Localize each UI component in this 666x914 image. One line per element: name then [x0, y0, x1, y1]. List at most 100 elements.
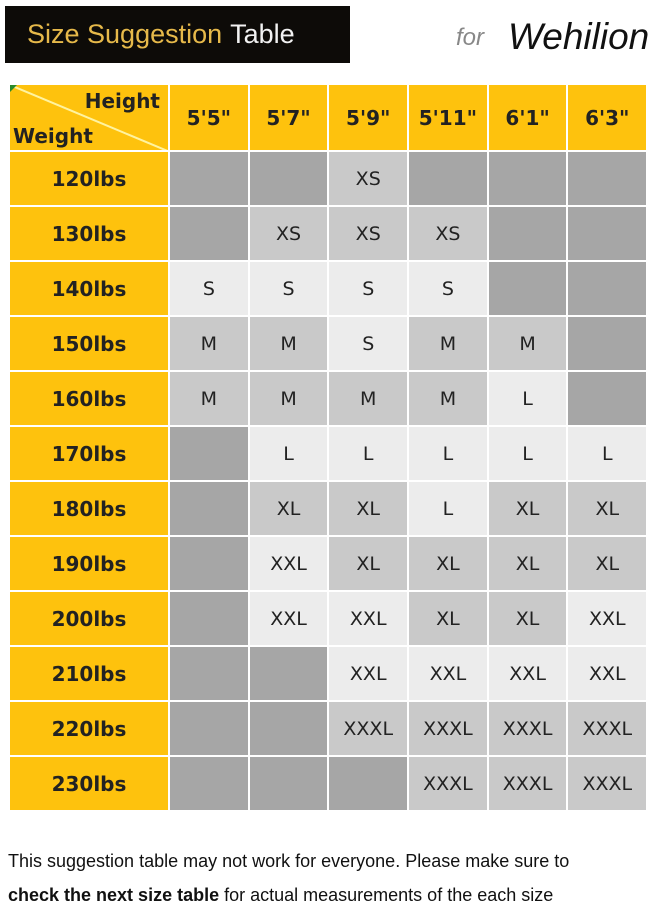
weight-cell: 160lbs	[8, 370, 170, 427]
size-table: Height Weight 5'5" 5'7" 5'9" 5'11" 6'1" 6'3" …	[8, 83, 649, 812]
for-label: for	[456, 24, 485, 51]
size-cell: XXXL	[486, 700, 569, 757]
size-cell: XXL	[327, 590, 410, 647]
empty-cell	[168, 480, 250, 537]
footer-note-line2: check the next size table for actual mea…	[8, 885, 553, 906]
size-cell: XL	[247, 480, 330, 537]
size-cell: L	[566, 425, 649, 482]
size-cell: XXXL	[486, 755, 569, 812]
height-header: 5'7"	[247, 83, 330, 152]
size-cell: XL	[407, 535, 489, 592]
table-row: 180lbs XL XL L XL XL	[8, 480, 649, 537]
empty-cell	[566, 315, 649, 372]
empty-cell	[566, 260, 649, 317]
size-cell: XL	[327, 535, 410, 592]
empty-cell	[566, 150, 649, 207]
footer-note-rest: for actual measurements of the each size	[219, 885, 554, 905]
size-cell: XS	[247, 205, 330, 262]
height-header: 5'11"	[407, 83, 489, 152]
empty-cell	[168, 425, 250, 482]
weight-cell: 120lbs	[8, 150, 170, 207]
table-row: 140lbs S S S S	[8, 260, 649, 317]
size-cell: XXXL	[327, 700, 410, 757]
size-cell: XXL	[566, 590, 649, 647]
weight-cell: 230lbs	[8, 755, 170, 812]
table-row: 200lbs XXL XXL XL XL XXL	[8, 590, 649, 647]
brand-name: Wehilion	[508, 16, 650, 57]
empty-cell	[247, 150, 330, 207]
size-cell: XXL	[247, 590, 330, 647]
empty-cell	[247, 755, 330, 812]
size-cell: XXL	[407, 645, 489, 702]
height-header: 5'9"	[327, 83, 410, 152]
empty-cell	[168, 150, 250, 207]
weight-cell: 210lbs	[8, 645, 170, 702]
size-cell: XS	[327, 205, 410, 262]
table-row: 120lbs XS	[8, 150, 649, 207]
size-cell: L	[247, 425, 330, 482]
title-table: Table	[230, 19, 295, 49]
size-cell: M	[168, 315, 250, 372]
table-row: 190lbs XXL XL XL XL XL	[8, 535, 649, 592]
size-cell: XXL	[486, 645, 569, 702]
empty-cell	[168, 755, 250, 812]
empty-cell	[247, 645, 330, 702]
weight-cell: 180lbs	[8, 480, 170, 537]
empty-cell	[168, 645, 250, 702]
empty-cell	[566, 205, 649, 262]
size-cell: S	[168, 260, 250, 317]
diagonal-line	[11, 86, 166, 149]
size-cell: XS	[327, 150, 410, 207]
size-cell: M	[247, 370, 330, 427]
empty-cell	[168, 205, 250, 262]
table-row: 150lbs M M S M M	[8, 315, 649, 372]
size-cell: XL	[566, 480, 649, 537]
corner-cell: Height Weight	[8, 83, 170, 152]
empty-cell	[486, 150, 569, 207]
table-row: 160lbs M M M M L	[8, 370, 649, 427]
size-cell: L	[486, 425, 569, 482]
weight-cell: 140lbs	[8, 260, 170, 317]
size-cell: L	[407, 425, 489, 482]
size-cell: S	[247, 260, 330, 317]
table-row: 230lbs XXXL XXXL XXXL	[8, 755, 649, 812]
empty-cell	[327, 755, 410, 812]
height-header: 6'3"	[566, 83, 649, 152]
size-cell: XS	[407, 205, 489, 262]
weight-cell: 200lbs	[8, 590, 170, 647]
table-row: 130lbs XS XS XS	[8, 205, 649, 262]
size-cell: M	[247, 315, 330, 372]
size-cell: XL	[407, 590, 489, 647]
size-cell: XXL	[247, 535, 330, 592]
size-cell: L	[407, 480, 489, 537]
empty-cell	[486, 205, 569, 262]
size-cell: XXXL	[407, 700, 489, 757]
height-header: 5'5"	[168, 83, 250, 152]
size-cell: XXL	[566, 645, 649, 702]
next-size-table-link: check the next size table	[8, 885, 220, 905]
header-row: Height Weight 5'5" 5'7" 5'9" 5'11" 6'1" 6'3"	[8, 83, 649, 152]
table-row: 210lbs XXL XXL XXL XXL	[8, 645, 649, 702]
empty-cell	[247, 700, 330, 757]
height-header: 6'1"	[486, 83, 569, 152]
footer-note-line1: This suggestion table may not work for e…	[8, 851, 570, 871]
weight-cell: 220lbs	[8, 700, 170, 757]
size-cell: XXXL	[566, 700, 649, 757]
size-cell: S	[407, 260, 489, 317]
empty-cell	[407, 150, 489, 207]
weight-cell: 130lbs	[8, 205, 170, 262]
size-cell: XXXL	[566, 755, 649, 812]
empty-cell	[168, 590, 250, 647]
size-cell: XL	[566, 535, 649, 592]
empty-cell	[168, 535, 250, 592]
weight-cell: 190lbs	[8, 535, 170, 592]
size-cell: XXL	[327, 645, 410, 702]
weight-cell: 170lbs	[8, 425, 170, 482]
size-cell: XL	[327, 480, 410, 537]
empty-cell	[168, 700, 250, 757]
size-cell: XL	[486, 590, 569, 647]
empty-cell	[486, 260, 569, 317]
size-cell: L	[327, 425, 410, 482]
table-row: 220lbs XXXL XXXL XXXL XXXL	[8, 700, 649, 757]
size-cell: S	[327, 315, 410, 372]
